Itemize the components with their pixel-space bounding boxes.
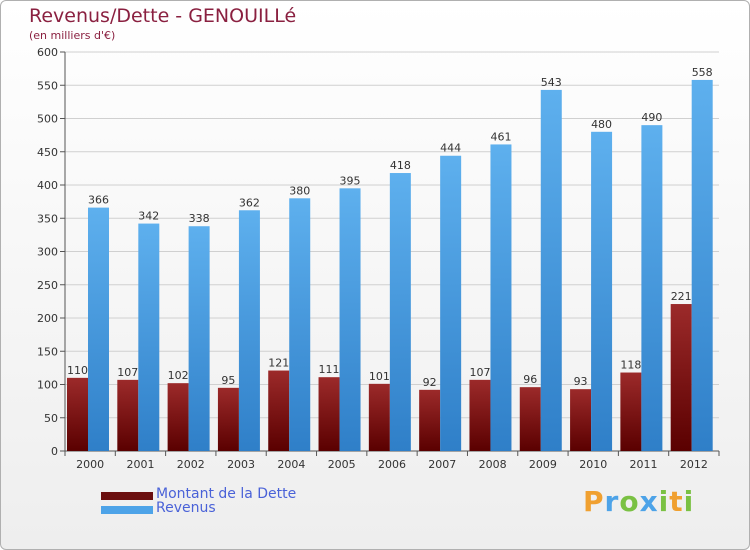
logo-letter: r (604, 485, 620, 518)
ytick-label: 250 (37, 279, 58, 292)
bar-dette-2002 (167, 383, 189, 451)
bar-dette-2008 (469, 379, 491, 451)
axes: 0 50 100 150 200 250 300 350 400 450 500 550 600 2000… (37, 46, 720, 471)
bar-dette-2006 (368, 383, 390, 451)
ytick-label: 450 (37, 146, 58, 159)
label-dette-2004: 121 (268, 357, 289, 370)
label-revenus-2012: 558 (692, 66, 713, 79)
chart-subtitle: (en milliers d'€) (29, 29, 116, 42)
bar-revenus-2012 (691, 79, 713, 452)
label-dette-2005: 111 (319, 363, 340, 376)
bar-revenus-2003 (238, 210, 260, 451)
bar-dette-2003 (217, 387, 239, 451)
bar-dette-2011 (620, 372, 642, 451)
ytick-label: 350 (37, 212, 58, 225)
label-revenus-2008: 461 (490, 130, 511, 143)
label-revenus-2000: 366 (88, 194, 109, 207)
xtick-label: 2006 (378, 458, 406, 471)
xtick-label: 2002 (177, 458, 205, 471)
bar-revenus-2009 (540, 89, 562, 451)
xtick-label: 2007 (428, 458, 456, 471)
xtick-label: 2005 (328, 458, 356, 471)
legend-label-dette: Montant de la Dette (156, 486, 297, 502)
label-revenus-2007: 444 (440, 142, 461, 155)
logo-letter: t (669, 485, 684, 518)
bar-dette-2012 (670, 304, 692, 451)
ytick-label: 200 (37, 312, 58, 325)
xtick-label: 2012 (680, 458, 708, 471)
label-revenus-2011: 490 (641, 111, 662, 124)
bar-revenus-2006 (389, 173, 411, 451)
bar-revenus-2011 (641, 125, 663, 452)
legend-swatch-revenus (101, 506, 153, 514)
label-dette-2007: 92 (423, 376, 437, 389)
xtick-label: 2001 (126, 458, 154, 471)
label-dette-2011: 118 (620, 359, 641, 372)
label-dette-2009: 96 (523, 373, 537, 386)
bar-revenus-2004 (289, 198, 311, 451)
label-revenus-2009: 543 (541, 76, 562, 89)
logo-letter: x (639, 485, 659, 518)
data-labels: 110 366 107 342 102 338 95 362 121 380 111 395 101 41… (67, 66, 713, 389)
legend-label-revenus: Revenus (156, 500, 216, 516)
bars (67, 79, 713, 452)
xtick-label: 2011 (630, 458, 658, 471)
bar-revenus-2008 (490, 144, 512, 451)
bar-dette-2000 (67, 377, 88, 451)
xtick-label: 2010 (579, 458, 607, 471)
bar-dette-2004 (268, 370, 290, 451)
logo-letter: i (683, 485, 695, 518)
bar-dette-2001 (117, 379, 139, 451)
bar-revenus-2000 (88, 207, 109, 451)
label-dette-2008: 107 (469, 366, 490, 379)
proxiti-logo: Proxiti (583, 485, 694, 518)
bar-dette-2005 (318, 377, 340, 451)
label-revenus-2003: 362 (239, 196, 260, 209)
label-revenus-2010: 480 (591, 118, 612, 131)
bar-revenus-2010 (591, 131, 613, 452)
ytick-label: 500 (37, 113, 58, 126)
label-dette-2003: 95 (221, 374, 235, 387)
label-revenus-2001: 342 (138, 210, 159, 223)
xtick-label: 2008 (479, 458, 507, 471)
ytick-label: 100 (37, 379, 58, 392)
label-revenus-2006: 418 (390, 159, 411, 172)
legend-swatch-dette (101, 492, 153, 500)
label-dette-2001: 107 (117, 366, 138, 379)
bar-revenus-2007 (440, 155, 462, 452)
xtick-label: 2004 (277, 458, 305, 471)
label-revenus-2005: 395 (340, 174, 361, 187)
ytick-label: 400 (37, 179, 58, 192)
xtick-label: 2009 (529, 458, 557, 471)
label-dette-2000: 110 (67, 364, 88, 377)
ytick-label: 550 (37, 79, 58, 92)
bar-revenus-2005 (339, 188, 361, 451)
ytick-label: 600 (37, 46, 58, 59)
label-dette-2002: 102 (168, 369, 189, 382)
label-dette-2012: 221 (671, 290, 692, 303)
label-dette-2006: 101 (369, 370, 390, 383)
logo-letter: o (619, 485, 640, 518)
bar-dette-2010 (570, 389, 592, 451)
bar-dette-2007 (419, 389, 441, 451)
ytick-label: 50 (44, 412, 58, 425)
bar-revenus-2002 (188, 226, 210, 451)
chart-title: Revenus/Dette - GENOUILLé (29, 5, 297, 27)
ytick-label: 300 (37, 246, 58, 259)
ytick-label: 0 (51, 445, 58, 458)
bar-dette-2009 (519, 387, 541, 451)
label-dette-2010: 93 (574, 375, 588, 388)
ytick-label: 150 (37, 345, 58, 358)
bar-revenus-2001 (138, 223, 160, 451)
label-revenus-2002: 338 (189, 212, 210, 225)
logo-letter: P (583, 485, 605, 518)
label-revenus-2004: 380 (289, 184, 310, 197)
logo-letter: i (658, 485, 670, 518)
xtick-label: 2000 (76, 458, 104, 471)
xtick-label: 2003 (227, 458, 255, 471)
